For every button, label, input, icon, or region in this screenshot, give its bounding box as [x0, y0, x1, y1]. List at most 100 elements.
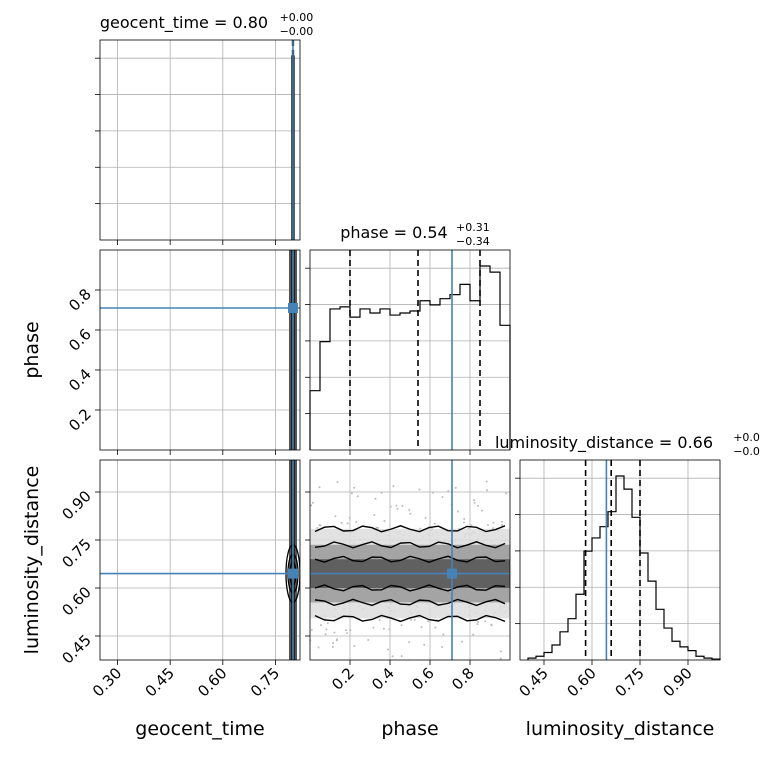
sample-point	[373, 514, 376, 517]
title-lower: −0.00	[280, 25, 314, 38]
sample-point	[409, 512, 412, 515]
sample-point	[413, 618, 416, 621]
contour	[314, 525, 506, 533]
sample-point	[442, 633, 445, 636]
panel-bg	[520, 460, 720, 660]
sample-point	[418, 488, 421, 491]
sample-point	[335, 639, 338, 642]
sample-point	[499, 657, 502, 660]
sample-point	[499, 650, 502, 653]
title-text: luminosity_distance = 0.66	[495, 433, 745, 453]
panel-bg	[100, 460, 300, 660]
title-lower: −0.08	[733, 445, 760, 458]
sample-point	[486, 523, 489, 526]
sample-point	[317, 646, 320, 649]
sample-point	[378, 618, 381, 621]
panel-frame	[519, 459, 721, 661]
x-tick-label: 0.2	[328, 664, 358, 694]
sample-point	[383, 520, 386, 523]
sample-point	[318, 524, 321, 527]
sample-point	[374, 497, 377, 500]
sample-point	[380, 491, 383, 494]
sample-point	[441, 645, 444, 648]
sample-point	[485, 480, 488, 483]
panel-title: phase = 0.54 +0.31−0.34	[340, 221, 489, 248]
contour	[314, 541, 506, 549]
title-upper: +0.09	[733, 431, 760, 444]
sample-point	[355, 521, 358, 524]
panel-title: luminosity_distance = 0.66 +0.09−0.08	[495, 431, 760, 458]
sample-point	[432, 491, 435, 494]
ylabel-phase: phase	[21, 321, 43, 378]
x-tick-label: 0.45	[515, 664, 551, 700]
x-tick-label: 0.60	[194, 664, 230, 700]
y-tick-label: 0.8	[65, 285, 95, 315]
sample-point	[485, 489, 488, 492]
sample-point	[424, 516, 427, 519]
sample-point	[325, 664, 327, 666]
sample-point	[408, 508, 411, 511]
title-upper: +0.31	[456, 221, 490, 234]
sample-point	[484, 620, 487, 623]
sample-point	[433, 522, 436, 525]
sample-point	[427, 620, 430, 623]
sample-point	[316, 526, 319, 529]
sample-point	[473, 501, 476, 504]
sample-point	[311, 501, 314, 504]
sample-point	[350, 492, 353, 495]
sample-point	[420, 626, 423, 629]
x-tick-label: 0.6	[408, 664, 438, 694]
histogram-step	[527, 475, 721, 660]
truth-marker	[287, 568, 298, 579]
sample-point	[336, 481, 339, 484]
panel-frame	[99, 459, 301, 661]
sample-point	[389, 505, 392, 508]
sample-point	[457, 510, 460, 513]
sample-point	[324, 633, 327, 636]
panel-title: geocent_time = 0.80 +0.00−0.00	[100, 11, 313, 38]
sample-point	[318, 486, 321, 489]
y-tick-label: 0.6	[65, 325, 95, 355]
x-tick-label: 0.8	[448, 664, 478, 694]
sample-point	[356, 495, 359, 498]
sample-point	[325, 628, 328, 631]
sample-point	[470, 524, 473, 527]
sample-point	[472, 633, 475, 636]
sample-point	[505, 492, 508, 495]
y-tick-label: 0.60	[58, 583, 94, 619]
contour	[314, 555, 506, 563]
sample-point	[444, 661, 446, 663]
x-tick-label: 0.60	[563, 664, 599, 700]
sample-point	[461, 640, 464, 643]
sample-point	[348, 516, 351, 519]
title-text: phase = 0.54	[340, 223, 479, 242]
contour	[314, 598, 506, 607]
sample-point	[463, 517, 466, 520]
truth-marker	[447, 568, 457, 579]
sample-point	[423, 643, 426, 646]
sample-point	[490, 623, 493, 626]
sample-point	[477, 620, 480, 623]
title-upper: +0.00	[280, 11, 314, 24]
title-lower: −0.34	[456, 235, 490, 248]
sample-point	[410, 618, 413, 621]
sample-point	[391, 655, 394, 658]
y-tick-label: 0.2	[65, 405, 95, 435]
title-text: geocent_time = 0.80	[100, 13, 300, 33]
sample-point	[447, 489, 450, 492]
sample-point	[463, 521, 466, 524]
sample-point	[340, 521, 343, 524]
sample-point	[395, 504, 398, 507]
panel-frame	[309, 249, 511, 451]
sample-point	[353, 645, 356, 648]
sample-point	[326, 622, 329, 625]
contour	[314, 614, 506, 623]
y-tick-label: 0.4	[65, 365, 95, 395]
x-tick-label: 0.4	[368, 664, 398, 694]
sample-point	[434, 626, 437, 629]
ylabel-luminosity-distance: luminosity_distance	[21, 466, 43, 655]
sample-point	[334, 515, 337, 518]
sample-point	[310, 628, 313, 631]
sample-point	[353, 486, 356, 489]
